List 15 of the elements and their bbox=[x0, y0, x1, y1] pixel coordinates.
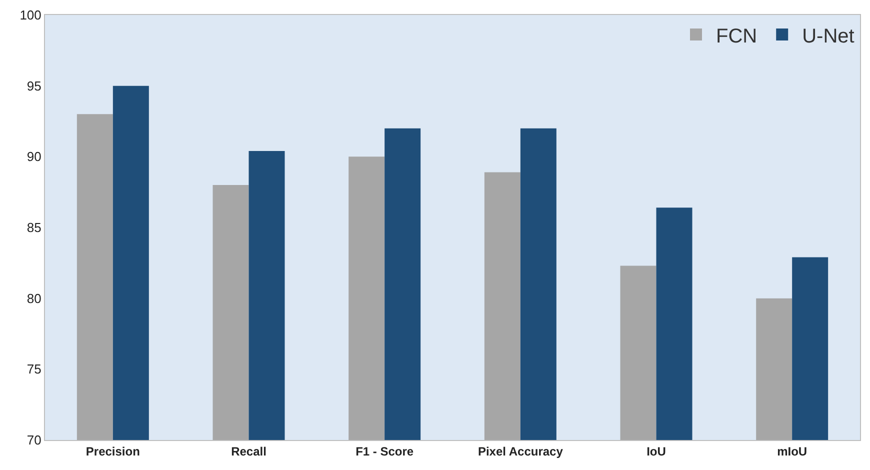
x-tick-label: Pixel Accuracy bbox=[478, 444, 564, 458]
y-tick-label: 90 bbox=[26, 149, 42, 164]
legend-label: FCN bbox=[716, 25, 758, 48]
y-tick-label: 75 bbox=[26, 362, 42, 377]
x-tick-label: mIoU bbox=[777, 444, 808, 458]
y-tick-label: 95 bbox=[26, 78, 42, 94]
y-tick-label: 85 bbox=[26, 220, 42, 236]
y-tick-label: 100 bbox=[20, 8, 42, 23]
legend-label: U-Net bbox=[802, 25, 855, 48]
x-tick-label: IoU bbox=[646, 444, 666, 458]
x-tick-label: Recall bbox=[231, 444, 266, 458]
x-tick-label: Precision bbox=[86, 444, 140, 458]
x-tick-label: F1 - Score bbox=[356, 444, 414, 458]
y-tick-label: 80 bbox=[26, 290, 42, 306]
y-tick-label: 70 bbox=[26, 432, 42, 448]
